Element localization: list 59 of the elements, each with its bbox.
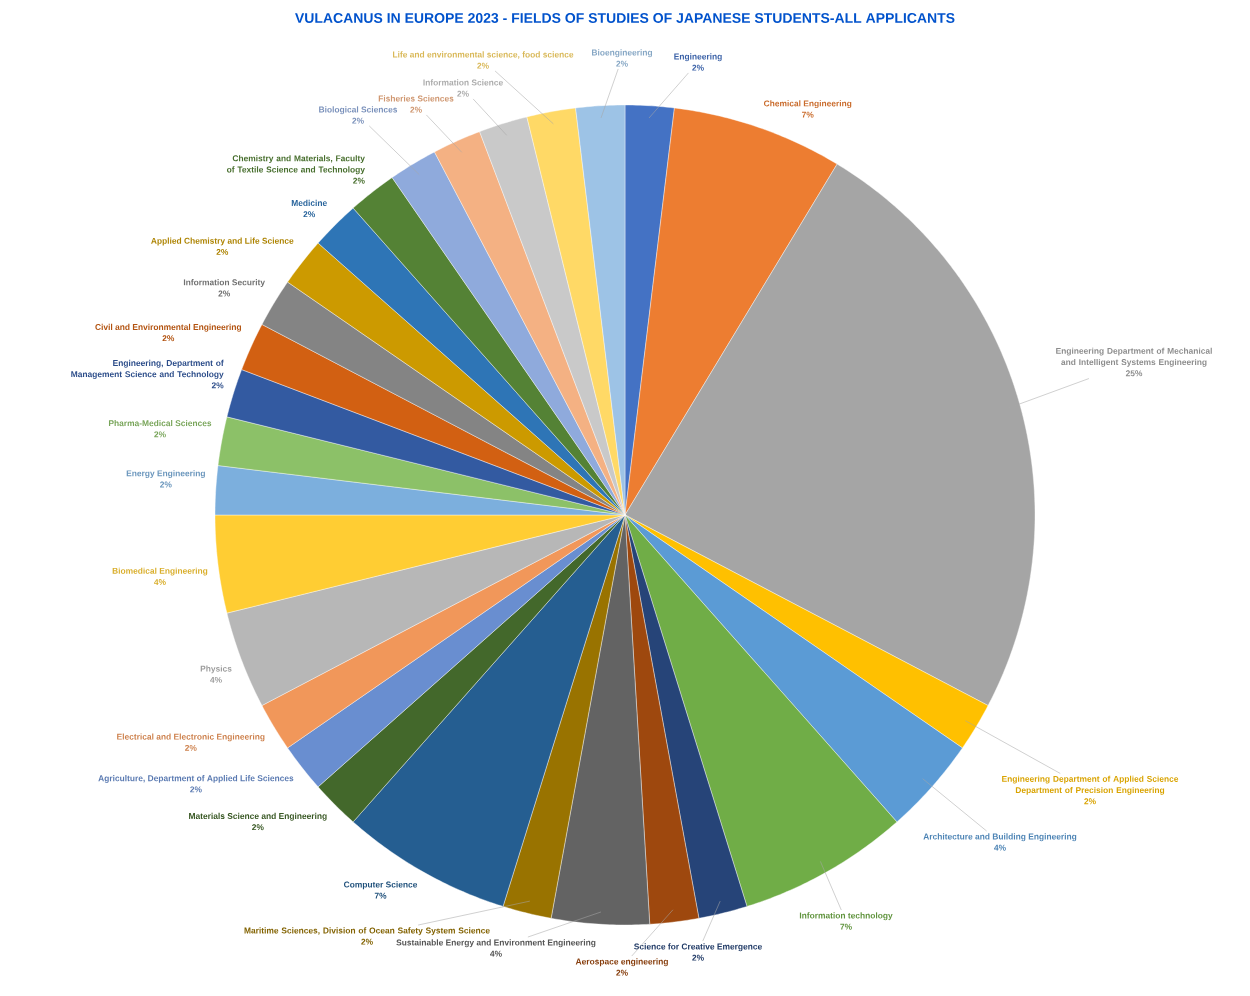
data-label: 7% (802, 111, 814, 118)
data-label: 2% (353, 177, 365, 184)
data-label: 2% (692, 64, 704, 71)
data-label: 2% (692, 954, 704, 961)
data-label: 2% (352, 117, 364, 124)
slice-label: Life and environmental science, food science (393, 51, 574, 59)
slice-label: Biological Sciences (319, 106, 398, 115)
data-label: 4% (154, 579, 166, 585)
slice-label: Civil and Environmental Engineering (95, 323, 242, 332)
data-label: 2% (616, 60, 628, 67)
data-label: 2% (190, 786, 202, 793)
slice-label: Medicine (291, 199, 327, 206)
slice-label: Electrical and Electronic Engineering (117, 733, 265, 742)
slice-label: Fisheries Sciences (378, 95, 454, 102)
slice-label: Energy Engineering (126, 470, 205, 478)
data-label: 2% (410, 106, 422, 113)
data-label: 2% (1084, 798, 1096, 805)
slice-label: Bioengineering (592, 49, 653, 58)
data-label: 2% (154, 431, 166, 438)
slice-label: Engineering Department of Applied Science Department of Precision Engineering (1002, 775, 1179, 795)
data-label: 4% (210, 676, 222, 683)
slice-label: Architecture and Building Engineering (923, 833, 1077, 842)
slice-label: Chemical Engineering (763, 100, 852, 109)
data-label: 7% (840, 923, 852, 930)
slice-label: Engineering (674, 53, 722, 62)
slice-label: Applied Chemistry and Life Science (151, 237, 294, 246)
data-label: 7% (374, 892, 387, 899)
slice-label: Maritime Sciences, Division of Ocean Safety System Science (244, 927, 490, 936)
slice-label: Information Science (423, 79, 503, 86)
slice-label: Aerospace engineering (575, 958, 668, 967)
data-label: 2% (185, 744, 197, 751)
slice-label: Computer Science (343, 881, 418, 890)
data-label: 2% (361, 938, 373, 945)
slice-label: Agriculture, Department of Applied Life Sciences (98, 775, 294, 783)
data-label: 25% (1125, 370, 1143, 377)
slice-label: Biomedical Engineering (112, 567, 208, 576)
slice-label: Chemistry and Materials, Faculty of Textile Science and Technology (226, 155, 365, 175)
data-label: 2% (252, 824, 264, 831)
chart-title: VULACANUS IN EUROPE 2023 - FIELDS OF STUDIES OF JAPANESE STUDENTS-ALL APPLICANTS (295, 13, 955, 23)
data-label: 2% (457, 90, 469, 97)
slice-label: Materials Science and Engineering (189, 812, 327, 821)
slice-label: Engineering Department of Mechanical and Intelligent Systems Engineering (1056, 347, 1212, 367)
data-label: 2% (477, 62, 489, 69)
slice-label: Sustainable Energy and Environment Engineering (396, 939, 596, 948)
data-label: 2% (218, 290, 231, 297)
data-label: 2% (616, 969, 628, 976)
data-label: 2% (216, 248, 229, 255)
slice-label: Information technology (799, 912, 893, 921)
data-label: 4% (490, 950, 502, 957)
data-label: 2% (303, 211, 316, 218)
data-label: 4% (994, 844, 1006, 851)
slice-label: Pharma-Medical Sciences (108, 420, 212, 427)
data-label: 2% (162, 335, 175, 342)
data-label: 2% (160, 481, 172, 488)
slice-label: Physics (200, 665, 232, 674)
data-label: 2% (211, 382, 224, 389)
slice-label: Information Security (183, 279, 265, 287)
slice-label: Engineering, Department of Management Science and Technology (71, 359, 224, 379)
slice-label: Science for Creative Emergence (634, 943, 762, 952)
